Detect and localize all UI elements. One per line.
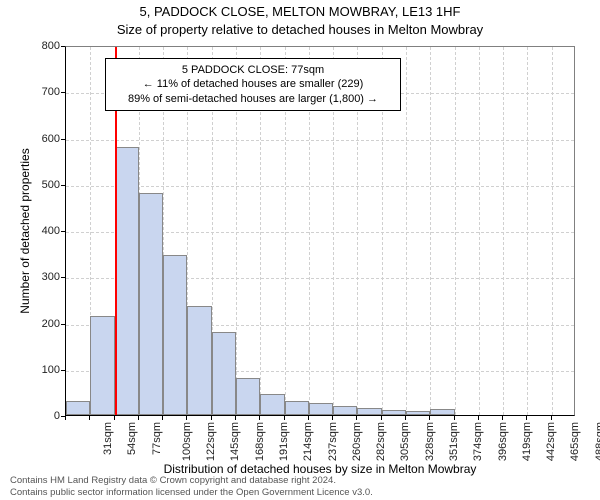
histogram-bar <box>139 193 163 415</box>
footer-line-2: Contains public sector information licen… <box>10 487 373 498</box>
x-tick-mark <box>454 416 455 420</box>
y-tick-mark <box>61 139 65 140</box>
x-tick-label: 260sqm <box>351 422 363 461</box>
gridline-v <box>406 47 407 415</box>
gridline-v <box>479 47 480 415</box>
x-tick-label: 442sqm <box>545 422 557 461</box>
histogram-bar <box>406 411 430 415</box>
x-tick-mark <box>308 416 309 420</box>
x-tick-mark <box>405 416 406 420</box>
x-tick-label: 31sqm <box>102 422 114 455</box>
gridline-h <box>66 140 574 141</box>
annotation-box: 5 PADDOCK CLOSE: 77sqm ← 11% of detached… <box>105 58 401 111</box>
histogram-bar <box>236 378 260 415</box>
x-tick-label: 488sqm <box>594 422 600 461</box>
histogram-bar <box>260 394 284 415</box>
y-tick-label: 0 <box>10 410 60 422</box>
histogram-bar <box>90 316 114 415</box>
y-tick-mark <box>61 277 65 278</box>
histogram-bar <box>163 255 187 415</box>
gridline-v <box>455 47 456 415</box>
x-tick-label: 122sqm <box>205 422 217 461</box>
x-tick-mark <box>162 416 163 420</box>
x-tick-label: 305sqm <box>400 422 412 461</box>
y-tick-mark <box>61 324 65 325</box>
y-tick-mark <box>61 231 65 232</box>
chart-title-line2: Size of property relative to detached ho… <box>0 22 600 37</box>
footer-line-1: Contains HM Land Registry data © Crown c… <box>10 475 373 486</box>
annotation-line-1: 5 PADDOCK CLOSE: 77sqm <box>114 63 392 77</box>
histogram-bar <box>187 306 211 415</box>
y-tick-label: 100 <box>10 364 60 376</box>
histogram-bar <box>309 403 333 415</box>
footer-attribution: Contains HM Land Registry data © Crown c… <box>10 475 373 498</box>
x-tick-label: 351sqm <box>448 422 460 461</box>
x-tick-mark <box>186 416 187 420</box>
y-tick-mark <box>61 46 65 47</box>
y-tick-label: 500 <box>10 179 60 191</box>
x-tick-label: 214sqm <box>302 422 314 461</box>
y-tick-label: 400 <box>10 225 60 237</box>
y-tick-mark <box>61 185 65 186</box>
x-tick-label: 237sqm <box>327 422 339 461</box>
x-tick-mark <box>284 416 285 420</box>
x-tick-label: 168sqm <box>254 422 266 461</box>
x-tick-label: 282sqm <box>375 422 387 461</box>
gridline-h <box>66 186 574 187</box>
histogram-bar <box>285 401 309 415</box>
x-tick-mark <box>551 416 552 420</box>
x-axis-label: Distribution of detached houses by size … <box>65 462 575 476</box>
x-tick-label: 54sqm <box>126 422 138 455</box>
x-tick-mark <box>211 416 212 420</box>
x-tick-label: 191sqm <box>278 422 290 461</box>
x-tick-mark <box>381 416 382 420</box>
annotation-line-3: 89% of semi-detached houses are larger (… <box>114 92 392 106</box>
chart-title-line1: 5, PADDOCK CLOSE, MELTON MOWBRAY, LE13 1… <box>0 4 600 19</box>
histogram-bar <box>430 409 454 415</box>
x-tick-label: 100sqm <box>181 422 193 461</box>
gridline-v <box>527 47 528 415</box>
y-tick-label: 700 <box>10 86 60 98</box>
x-tick-mark <box>114 416 115 420</box>
x-tick-mark <box>259 416 260 420</box>
x-tick-label: 465sqm <box>570 422 582 461</box>
histogram-bar <box>333 406 357 415</box>
x-tick-mark <box>502 416 503 420</box>
annotation-line-2: ← 11% of detached houses are smaller (22… <box>114 77 392 91</box>
histogram-bar <box>115 147 139 415</box>
histogram-bar <box>66 401 90 415</box>
y-tick-label: 800 <box>10 40 60 52</box>
y-tick-label: 600 <box>10 133 60 145</box>
x-tick-mark <box>478 416 479 420</box>
histogram-bar <box>382 410 406 415</box>
gridline-v <box>430 47 431 415</box>
x-tick-mark <box>235 416 236 420</box>
x-tick-mark <box>89 416 90 420</box>
histogram-bar <box>357 408 381 415</box>
x-tick-label: 374sqm <box>472 422 484 461</box>
y-tick-label: 300 <box>10 271 60 283</box>
y-tick-mark <box>61 92 65 93</box>
x-tick-label: 396sqm <box>497 422 509 461</box>
histogram-bar <box>212 332 236 415</box>
x-tick-label: 145sqm <box>230 422 242 461</box>
x-tick-mark <box>65 416 66 420</box>
gridline-v <box>552 47 553 415</box>
y-tick-mark <box>61 370 65 371</box>
x-tick-label: 419sqm <box>521 422 533 461</box>
y-tick-label: 200 <box>10 318 60 330</box>
x-tick-mark <box>332 416 333 420</box>
x-tick-label: 328sqm <box>424 422 436 461</box>
x-tick-mark <box>356 416 357 420</box>
x-tick-mark <box>138 416 139 420</box>
x-tick-label: 77sqm <box>151 422 163 455</box>
gridline-v <box>503 47 504 415</box>
x-tick-mark <box>429 416 430 420</box>
x-tick-mark <box>526 416 527 420</box>
